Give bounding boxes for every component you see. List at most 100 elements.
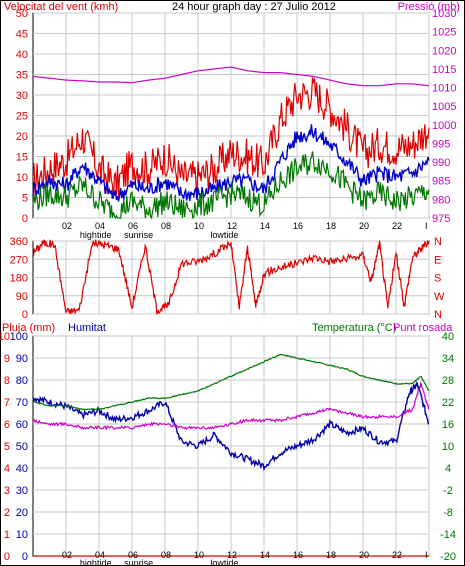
x-annotation: sunrise [124, 230, 153, 240]
series-avg [32, 124, 430, 202]
humidity-y-tick: 20 [16, 507, 28, 519]
temperature-y-tick: 4 [445, 463, 451, 475]
label-layer: 0202040406060808101012121414161618182020… [0, 8, 456, 566]
temperature-y-tick: -20 [440, 551, 456, 563]
wind-y-tick: 40 [16, 49, 28, 61]
x-tick-label: 08 [161, 550, 171, 560]
series-layer [32, 66, 430, 557]
wind-axis-title: Velocitat del vent (kmh) [4, 1, 118, 13]
pressure-y-tick: 975 [432, 213, 450, 225]
direction-y-tick: 90 [16, 291, 28, 303]
humidity-y-tick: 0 [22, 551, 28, 563]
temperature-y-tick: 10 [442, 441, 454, 453]
humidity-axis-title: Humitat [68, 322, 106, 334]
x-tick-label: 14 [260, 550, 270, 560]
x-tick-label: 16 [293, 550, 303, 560]
x-tick-label: I [425, 550, 428, 560]
pressure-y-tick: 995 [432, 138, 450, 150]
x-tick-label: 06 [128, 221, 138, 231]
humidity-y-tick: 50 [16, 441, 28, 453]
x-annotation: hightide [80, 558, 112, 566]
pressure-y-tick: 985 [432, 176, 450, 188]
compass-label: E [434, 254, 441, 266]
temperature-y-tick: 34 [442, 353, 454, 365]
x-tick-label: I [425, 221, 428, 231]
x-tick-label: 20 [359, 221, 369, 231]
x-tick-label: 14 [260, 221, 270, 231]
wind-y-tick: 25 [16, 111, 28, 123]
humidity-y-tick: 10 [16, 529, 28, 541]
x-annotation: hightide [80, 230, 112, 240]
x-tick-label: 04 [95, 550, 105, 560]
rain-y-tick: 9 [4, 353, 10, 365]
x-annotation: sunrise [124, 558, 153, 566]
x-tick-label: 18 [326, 550, 336, 560]
wind-y-tick: 10 [16, 172, 28, 184]
series-gust [32, 77, 430, 199]
x-annotation: lowtide [210, 230, 238, 240]
pressure-y-tick: 990 [432, 157, 450, 169]
compass-label: S [434, 273, 441, 285]
temperature-axis-title: Temperatura (°C) [312, 322, 396, 334]
x-tick-label: 20 [359, 550, 369, 560]
pressure-y-tick: 1015 [432, 64, 456, 76]
x-tick-label: 04 [95, 221, 105, 231]
series-humidity [32, 380, 430, 472]
humidity-y-tick: 80 [16, 375, 28, 387]
humidity-y-tick: 70 [16, 397, 28, 409]
wind-y-tick: 20 [16, 131, 28, 143]
wind-y-tick: 5 [22, 193, 28, 205]
x-tick-label: 06 [128, 550, 138, 560]
x-tick-label: 18 [326, 221, 336, 231]
compass-label: N [434, 309, 442, 321]
temperature-y-tick: -14 [440, 529, 456, 541]
x-tick-label: 02 [62, 221, 72, 231]
pressure-y-tick: 980 [432, 194, 450, 206]
rain-y-tick: 10 [0, 331, 10, 343]
rain-axis-title: Pluja (mm) [2, 322, 55, 334]
rain-y-tick: 3 [4, 485, 10, 497]
rain-y-tick: 5 [4, 441, 10, 453]
rain-y-tick: 2 [4, 507, 10, 519]
x-tick-label: 16 [293, 221, 303, 231]
x-tick-label: 10 [194, 550, 204, 560]
wind-y-tick: 15 [16, 152, 28, 164]
temperature-y-tick: 40 [442, 331, 454, 343]
x-tick-label: 22 [392, 221, 402, 231]
wind-y-tick: 30 [16, 90, 28, 102]
series-pressure [32, 66, 430, 87]
wind-y-tick: 45 [16, 29, 28, 41]
x-tick-label: 12 [227, 221, 237, 231]
temperature-y-tick: -8 [443, 507, 453, 519]
x-tick-label: 12 [227, 550, 237, 560]
rain-y-tick: 1 [4, 529, 10, 541]
series-dewpoint [32, 381, 430, 431]
x-tick-label: 22 [392, 550, 402, 560]
direction-y-tick: 270 [10, 254, 28, 266]
temperature-y-tick: 28 [442, 375, 454, 387]
series-temperature [32, 353, 430, 411]
compass-label: W [434, 291, 445, 303]
pressure-y-tick: 1020 [432, 45, 456, 57]
rain-y-tick: 6 [4, 419, 10, 431]
graph-title: 24 hour graph day : 27 Julio 2012 [172, 1, 336, 13]
pressure-y-tick: 1000 [432, 120, 456, 132]
rain-y-tick: 0 [4, 551, 10, 563]
direction-y-tick: 180 [10, 273, 28, 285]
humidity-y-tick: 40 [16, 463, 28, 475]
humidity-y-tick: 90 [16, 353, 28, 365]
rain-y-tick: 4 [4, 463, 10, 475]
x-tick-label: 10 [194, 221, 204, 231]
temperature-y-tick: 22 [442, 397, 454, 409]
pressure-y-tick: 1005 [432, 101, 456, 113]
dewpoint-axis-title: Punt rosada [393, 322, 453, 334]
rain-y-tick: 8 [4, 375, 10, 387]
series-direction [32, 239, 430, 315]
humidity-y-tick: 30 [16, 485, 28, 497]
humidity-y-tick: 100 [10, 331, 28, 343]
direction-y-tick: 0 [22, 309, 28, 321]
wind-y-tick: 0 [22, 213, 28, 225]
temperature-y-tick: -2 [443, 485, 453, 497]
pressure-y-tick: 1010 [432, 83, 456, 95]
